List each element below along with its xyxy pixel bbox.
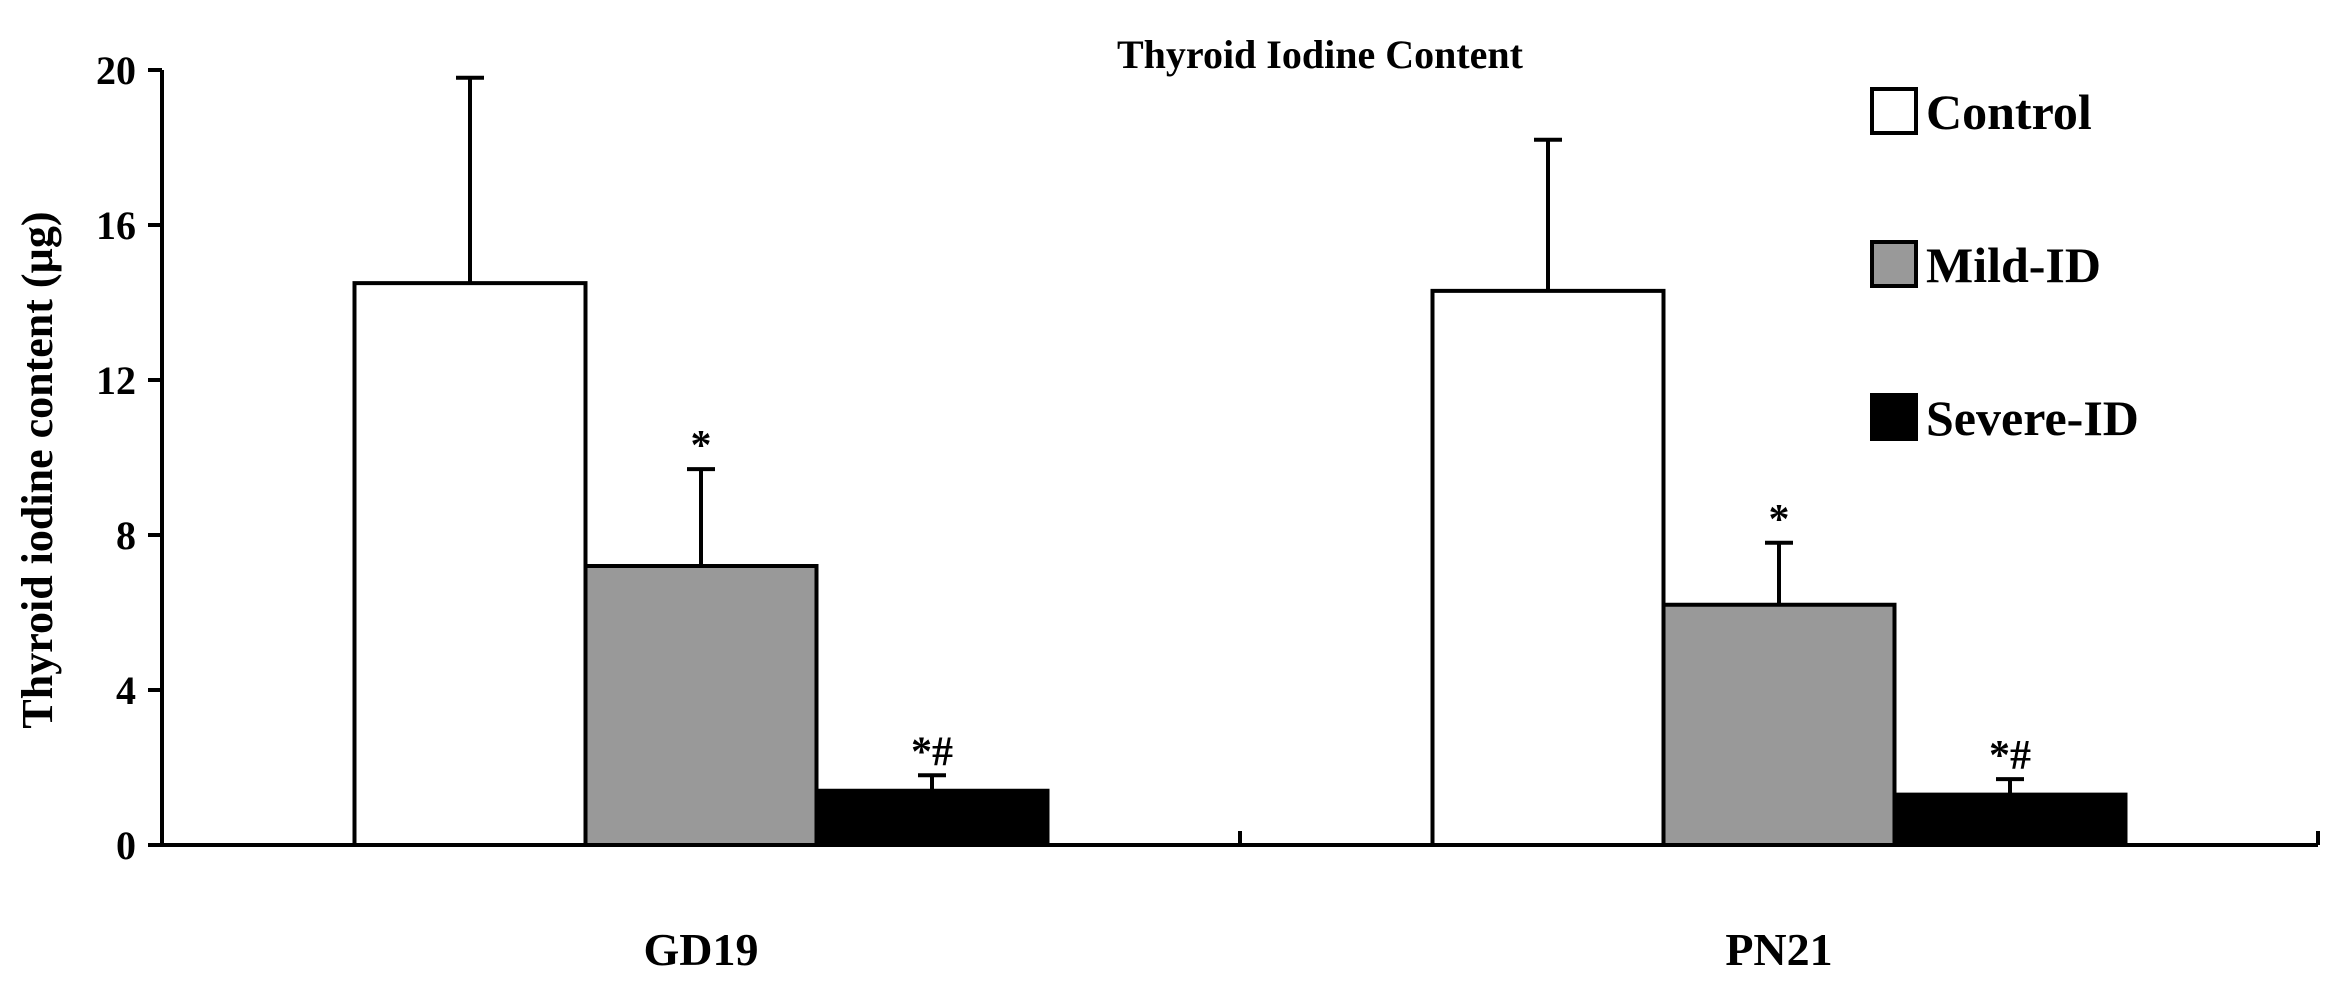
significance-marker: *	[691, 423, 712, 469]
error-bars	[456, 75, 2024, 795]
y-tick-label: 20	[96, 48, 136, 93]
bar-severe-id-gd19	[814, 788, 1050, 847]
bar-mild-id-gd19	[583, 564, 819, 847]
y-tick-label: 8	[116, 513, 136, 558]
chart-title: Thyroid Iodine Content	[1117, 32, 1524, 77]
significance-marker: *	[1769, 497, 1790, 543]
legend-swatch	[1870, 240, 1918, 288]
significance-marker: *#	[911, 729, 953, 775]
category-labels: GD19 PN21	[644, 924, 1833, 975]
legend-label: Control	[1926, 84, 2092, 140]
y-tick-label: 0	[116, 823, 136, 868]
bar-control-pn21	[1430, 288, 1666, 847]
bar-severe-id-pn21	[1892, 792, 2128, 847]
legend-label: Mild-ID	[1926, 237, 2101, 293]
legend: Control Mild-ID Severe-ID	[1870, 84, 2139, 446]
x-category-label: GD19	[644, 924, 759, 975]
legend-swatch	[1870, 87, 1918, 135]
bars	[352, 281, 2128, 847]
legend-swatch	[1870, 393, 1918, 441]
legend-label: Severe-ID	[1926, 390, 2139, 446]
significance-marker: *#	[1989, 733, 2031, 779]
y-tick-label: 16	[96, 203, 136, 248]
x-category-label: PN21	[1725, 924, 1832, 975]
y-tick-label: 4	[116, 668, 136, 713]
bar-mild-id-pn21	[1661, 602, 1897, 847]
y-ticks: 0 4 8 12 16 20	[96, 48, 162, 868]
y-axis-title: Thyroid iodine content (µg)	[13, 211, 62, 728]
annotations: * *# * *#	[691, 423, 2032, 779]
y-tick-label: 12	[96, 358, 136, 403]
bar-control-gd19	[352, 281, 588, 847]
